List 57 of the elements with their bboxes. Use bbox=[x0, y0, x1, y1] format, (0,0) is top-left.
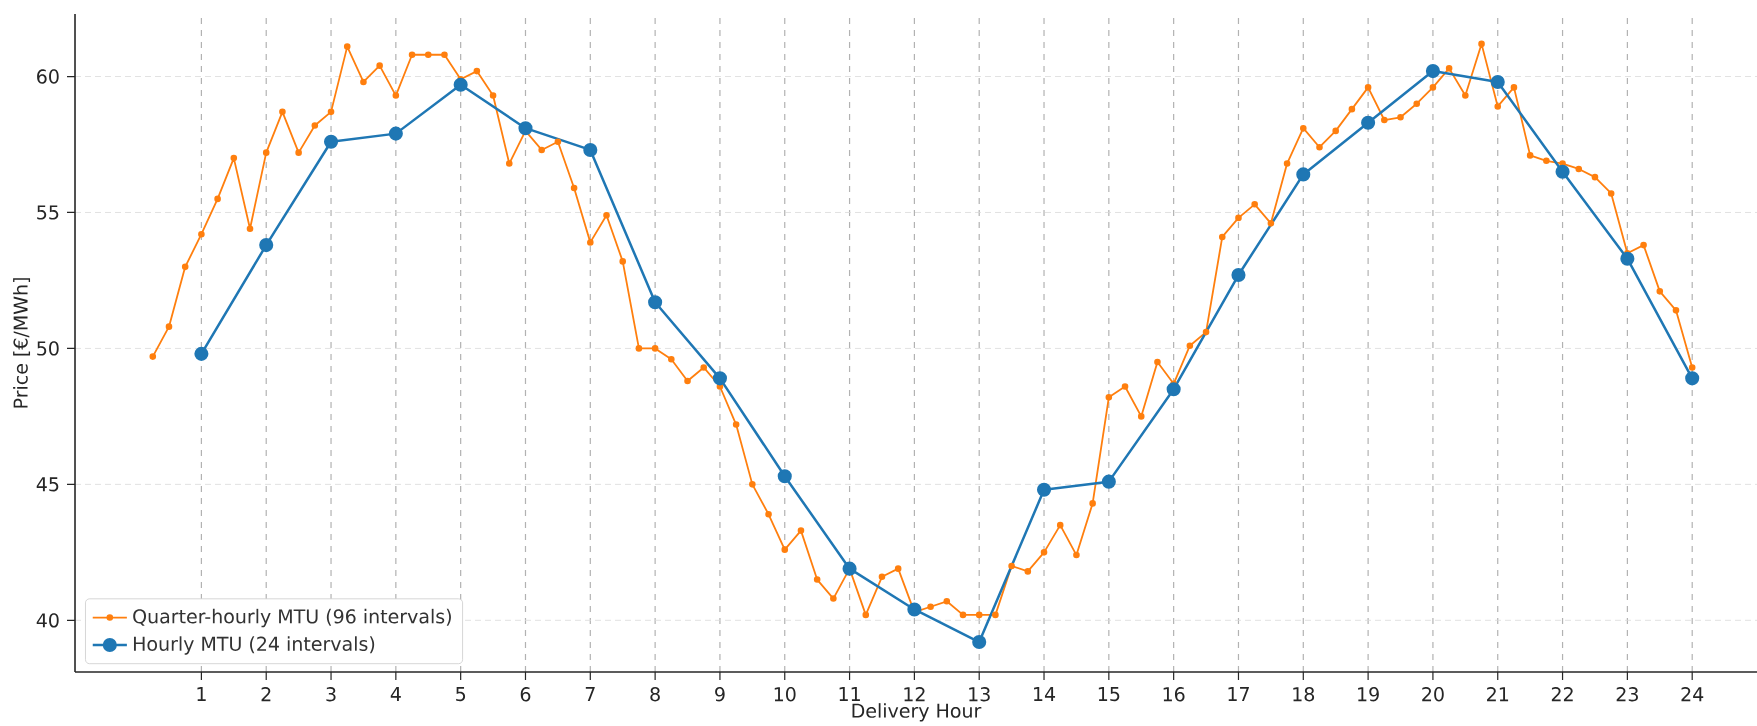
x-tick-label: 19 bbox=[1358, 687, 1379, 702]
legend-label: Quarter-hourly MTU (96 intervals) bbox=[133, 608, 451, 628]
point bbox=[388, 126, 403, 141]
legend-label: Hourly MTU (24 intervals) bbox=[133, 636, 375, 655]
x-tick-label: 12 bbox=[904, 687, 925, 702]
point bbox=[323, 134, 339, 149]
point bbox=[1620, 251, 1635, 266]
x-tick-label: 22 bbox=[1551, 687, 1573, 702]
x-tick-label: 18 bbox=[1293, 687, 1315, 702]
x-tick-label: 1 bbox=[197, 687, 206, 701]
point bbox=[1555, 164, 1570, 179]
point bbox=[648, 295, 663, 310]
x-tick-label: 15 bbox=[1098, 687, 1120, 702]
x-tick-label: 6 bbox=[520, 687, 531, 702]
x-tick-label: 11 bbox=[839, 687, 860, 701]
x-tick-label: 14 bbox=[1034, 687, 1056, 701]
y-tick-label: 50 bbox=[37, 341, 59, 356]
x-tick-label: 7 bbox=[585, 687, 595, 701]
point bbox=[453, 77, 468, 92]
y-tick-label: 55 bbox=[37, 205, 59, 220]
point bbox=[1425, 64, 1440, 79]
point bbox=[194, 346, 209, 361]
y-tick-label: 45 bbox=[36, 477, 59, 492]
y-tick-label: 40 bbox=[36, 613, 59, 628]
point bbox=[259, 238, 274, 253]
x-tick-label: 5 bbox=[456, 687, 466, 702]
x-axis-title: Delivery Hour bbox=[852, 703, 982, 722]
point bbox=[1231, 267, 1246, 283]
y-tick-label: 60 bbox=[37, 69, 59, 84]
x-tick-label: 9 bbox=[715, 687, 725, 702]
point bbox=[1296, 167, 1311, 182]
point bbox=[1036, 482, 1052, 497]
point bbox=[777, 469, 792, 484]
x-tick-label: 2 bbox=[261, 687, 271, 702]
point bbox=[1361, 115, 1376, 130]
x-tick-label: 10 bbox=[774, 687, 796, 702]
x-tick-label: 21 bbox=[1487, 687, 1509, 702]
point bbox=[972, 635, 987, 650]
x-tick-label: 8 bbox=[650, 687, 660, 702]
point bbox=[518, 121, 533, 136]
point bbox=[1685, 371, 1700, 386]
point bbox=[1166, 382, 1181, 397]
x-tick-label: 24 bbox=[1681, 687, 1704, 702]
point bbox=[907, 602, 922, 617]
x-tick-label: 4 bbox=[390, 687, 401, 701]
x-tick-label: 3 bbox=[326, 687, 336, 702]
x-tick-label: 20 bbox=[1422, 687, 1444, 702]
x-tick-label: 17 bbox=[1228, 687, 1249, 701]
x-tick-label: 13 bbox=[969, 687, 990, 702]
x-tick-label: 23 bbox=[1616, 687, 1638, 702]
x-tick-label: 16 bbox=[1163, 687, 1185, 702]
point bbox=[1490, 74, 1505, 90]
y-axis-title: Price [€/MWh] bbox=[13, 278, 31, 408]
point bbox=[1101, 474, 1116, 489]
point bbox=[583, 142, 598, 157]
point bbox=[842, 561, 857, 576]
point bbox=[712, 371, 727, 386]
